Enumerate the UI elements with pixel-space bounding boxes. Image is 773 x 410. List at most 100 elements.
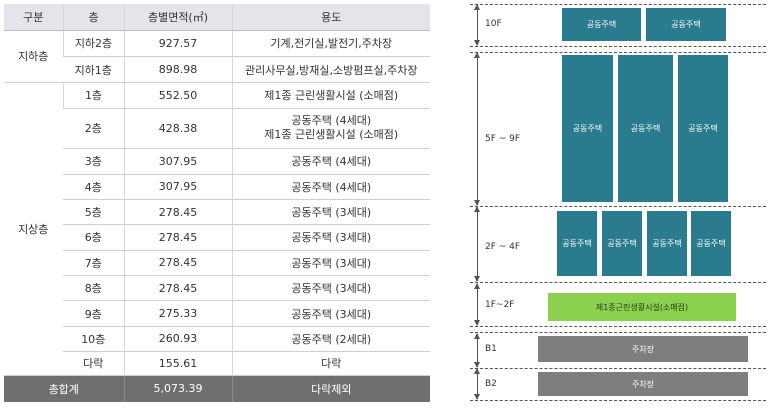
use-cell: 공동주택 (2세대) — [231, 326, 430, 353]
floor-cell: 지하1층 — [63, 56, 124, 84]
floor-cell: 10층 — [63, 326, 124, 353]
building-section-diagram: 10F 5F ~ 9F 2F ~ 4F 1F~2F B1 B2 공동주택 공동주… — [466, 0, 773, 410]
floor-cell: 8층 — [63, 275, 124, 302]
housing-unit-5f-9f: 공동주택 — [562, 55, 613, 202]
area-cell: 278.45 — [123, 250, 232, 276]
level-arrow — [474, 333, 480, 368]
floor-cell: 7층 — [63, 250, 124, 276]
table-header-row: 구분 층 층별면적(㎡) 용도 — [4, 4, 430, 31]
use-cell: 공동주택 (3세대) — [231, 250, 430, 276]
housing-unit-10f: 공동주택 — [562, 8, 641, 41]
floor-divider-line — [470, 368, 766, 369]
level-arrow — [474, 368, 480, 400]
area-cell: 260.93 — [123, 326, 232, 353]
table-row: 지상층 1층 552.50 제1종 근린생활시설 (소매점) — [4, 82, 430, 376]
level-label-b2: B2 — [485, 379, 497, 389]
use-cell: 공동주택 (4세대) — [231, 174, 430, 200]
level-arrow — [474, 52, 480, 206]
use-cell: 제1종 근린생활시설 (소매점) — [231, 82, 430, 109]
use-cell: 공동주택 (4세대) 제1종 근린생활시설 (소매점) — [231, 108, 430, 150]
floor-divider-line — [470, 326, 766, 327]
floor-area-table: 구분 층 층별면적(㎡) 용도 지하층 지하2층 927.57 기계,전기실,발… — [4, 4, 430, 402]
floor-divider-line — [470, 206, 766, 207]
header-area: 층별면적(㎡) — [123, 4, 232, 31]
area-cell: 278.45 — [123, 199, 232, 226]
floor-cell: 3층 — [63, 148, 124, 175]
level-arrow — [474, 206, 480, 282]
housing-unit-2f-4f: 공동주택 — [691, 211, 731, 276]
header-category: 구분 — [4, 4, 63, 31]
floor-divider-line — [470, 400, 766, 401]
housing-unit-5f-9f: 공동주택 — [678, 55, 728, 202]
use-cell: 관리사무실,방재실,소방펌프실,주차장 — [231, 56, 430, 84]
table-row: 6층 278.45 공동주택 (3세대) — [4, 224, 430, 251]
area-cell: 898.98 — [123, 56, 232, 84]
parking-b2: 주차장 — [538, 372, 748, 396]
level-label-b1: B1 — [485, 344, 497, 354]
housing-unit-2f-4f: 공동주택 — [602, 211, 642, 276]
floor-cell: 지하2층 — [62, 30, 124, 57]
parking-b1: 주차장 — [538, 336, 748, 362]
table-row: 10층 260.93 공동주택 (2세대) — [4, 326, 430, 353]
use-line-1: 공동주택 (4세대) — [291, 114, 372, 128]
area-cell: 927.57 — [123, 30, 232, 57]
housing-unit-10f: 공동주택 — [646, 8, 726, 41]
use-cell: 기계,전기실,발전기,주차장 — [231, 30, 430, 57]
table-row: 4층 307.95 공동주택 (4세대) — [4, 174, 430, 200]
floor-cell: 1층 — [62, 82, 124, 109]
level-label-10f: 10F — [485, 19, 502, 29]
table-row: 3층 307.95 공동주택 (4세대) — [4, 148, 430, 175]
table-row: 5층 278.45 공동주택 (3세대) — [4, 199, 430, 226]
area-cell: 307.95 — [123, 174, 232, 200]
floor-cell: 6층 — [63, 224, 124, 251]
area-cell: 275.33 — [123, 300, 232, 327]
area-cell: 278.45 — [123, 275, 232, 302]
total-row: 총합계 5,073.39 다락제외 — [4, 375, 430, 402]
retail-block: 제1종근린생활시설(소매점) — [548, 293, 736, 321]
housing-unit-2f-4f: 공동주택 — [557, 211, 597, 276]
level-label-1f-2f: 1F~2F — [485, 300, 515, 310]
table-row: 8층 278.45 공동주택 (3세대) — [4, 275, 430, 302]
level-arrow — [474, 4, 480, 46]
area-cell: 428.38 — [123, 108, 232, 150]
floor-divider-line — [470, 332, 766, 333]
use-cell: 공동주택 (4세대) — [231, 148, 430, 175]
total-note: 다락제외 — [231, 375, 430, 402]
area-cell: 552.50 — [123, 82, 232, 109]
total-label: 총합계 — [4, 375, 124, 402]
group-basement: 지하층 — [4, 30, 63, 84]
use-cell: 공동주택 (3세대) — [231, 224, 430, 251]
floor-cell: 4층 — [63, 174, 124, 200]
area-cell: 155.61 — [123, 351, 232, 376]
level-arrow — [474, 283, 480, 326]
table-row: 9층 275.33 공동주택 (3세대) — [4, 300, 430, 327]
area-cell: 278.45 — [123, 224, 232, 251]
floor-cell: 5층 — [63, 199, 124, 226]
group-above-ground: 지상층 — [4, 82, 63, 376]
floor-divider-line — [470, 46, 766, 47]
housing-unit-5f-9f: 공동주택 — [618, 55, 673, 202]
table-row: 지하1층 898.98 관리사무실,방재실,소방펌프실,주차장 — [4, 56, 430, 84]
floor-cell: 다락 — [63, 351, 124, 376]
header-floor: 층 — [62, 4, 124, 31]
floor-divider-line — [470, 282, 766, 283]
housing-unit-2f-4f: 공동주택 — [647, 211, 687, 276]
use-cell: 공동주택 (3세대) — [231, 275, 430, 302]
use-line-2: 제1종 근린생활시설 (소매점) — [264, 128, 399, 142]
floor-divider-line — [470, 4, 766, 5]
use-cell: 공동주택 (3세대) — [231, 199, 430, 226]
level-label-2f-4f: 2F ~ 4F — [485, 242, 521, 252]
use-cell: 공동주택 (3세대) — [231, 300, 430, 327]
header-use: 용도 — [231, 4, 430, 31]
table-row: 지하층 지하2층 927.57 기계,전기실,발전기,주차장 — [4, 30, 430, 84]
floor-cell: 9층 — [63, 300, 124, 327]
table-row: 7층 278.45 공동주택 (3세대) — [4, 250, 430, 276]
level-label-5f-9f: 5F ~ 9F — [485, 134, 521, 144]
table-row: 2층 428.38 공동주택 (4세대) 제1종 근린생활시설 (소매점) — [4, 108, 430, 150]
table-row: 다락 155.61 다락 — [4, 351, 430, 376]
use-cell: 다락 — [231, 351, 430, 376]
floor-cell: 2층 — [63, 108, 124, 150]
total-area: 5,073.39 — [123, 375, 232, 402]
floor-divider-line — [470, 52, 766, 53]
area-cell: 307.95 — [123, 148, 232, 175]
